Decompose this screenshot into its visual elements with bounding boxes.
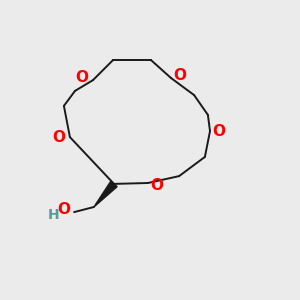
Text: O: O — [52, 130, 65, 145]
Text: O: O — [212, 124, 226, 139]
Polygon shape — [94, 181, 117, 207]
Text: O: O — [173, 68, 187, 82]
Text: O: O — [75, 70, 88, 85]
Text: O: O — [150, 178, 164, 194]
Text: H: H — [48, 208, 59, 222]
Text: O: O — [58, 202, 71, 217]
